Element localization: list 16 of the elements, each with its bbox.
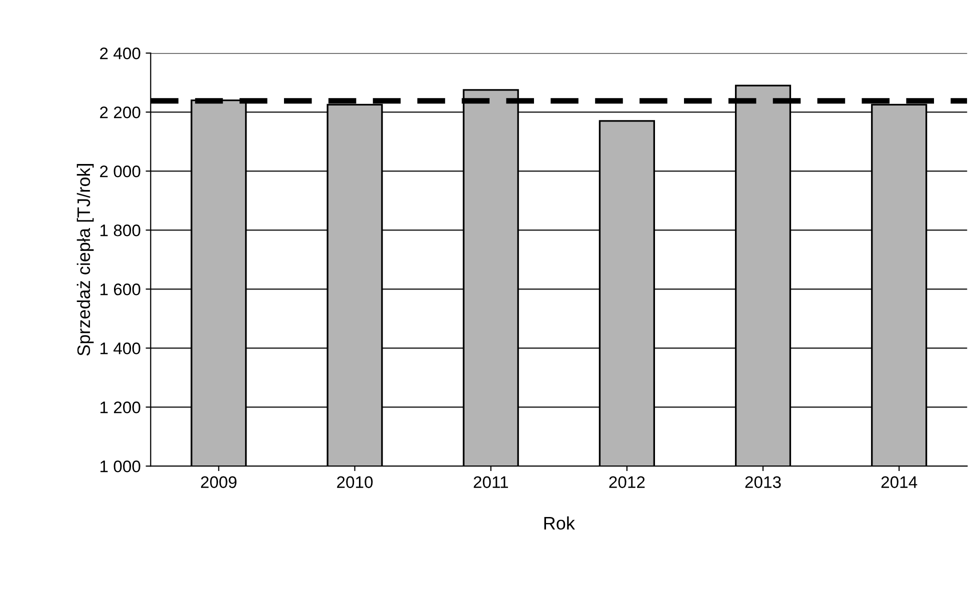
y-tick-label: 1 800	[100, 224, 140, 236]
y-tick-label: 2 200	[100, 106, 140, 118]
x-tick-label: 2014	[881, 476, 918, 488]
x-tick-label: 2009	[201, 476, 236, 488]
x-tick-label: 2012	[609, 476, 645, 488]
y-tick-label: 1 400	[100, 342, 140, 354]
y-axis-title: Sprzedaż ciepła [TJ/rok]	[76, 164, 94, 356]
y-tick-label: 1 600	[100, 284, 140, 296]
x-axis-title: Rok	[544, 516, 575, 530]
x-tick-label: 2013	[745, 476, 781, 488]
y-tick-label: 2 000	[100, 166, 140, 178]
y-tick-label: 2 400	[100, 48, 140, 60]
x-tick-label: 2010	[337, 476, 373, 488]
x-tick-label: 2011	[474, 476, 508, 488]
y-tick-label: 1 000	[100, 460, 140, 472]
y-tick-label: 1 200	[100, 402, 140, 414]
